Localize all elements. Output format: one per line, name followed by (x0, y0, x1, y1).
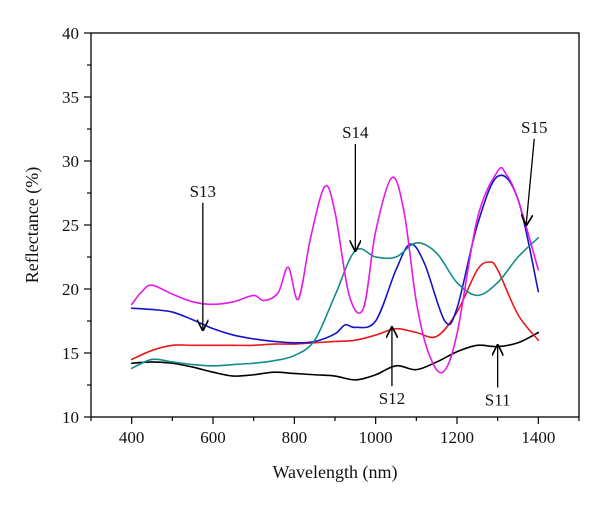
y-tick-label: 15 (62, 344, 79, 363)
x-tick-label: 1000 (359, 428, 393, 447)
plot-area-frame (90, 32, 580, 418)
y-tick-label: 30 (62, 152, 79, 171)
x-tick-label: 600 (200, 428, 226, 447)
x-tick-label: 1200 (440, 428, 474, 447)
y-tick-label: 10 (62, 408, 79, 427)
annotation-label-s15: S15 (521, 118, 547, 137)
series-line-s14 (130, 237, 540, 370)
series-line-s13 (130, 174, 540, 344)
annotation-label-s13: S13 (190, 182, 216, 201)
annotation-label-s11: S11 (485, 390, 511, 409)
annotation-label-s14: S14 (342, 123, 369, 142)
annotation-label-s12: S12 (379, 389, 405, 408)
x-tick-label: 1400 (521, 428, 555, 447)
y-tick-label: 40 (62, 24, 79, 43)
series-line-s11 (130, 331, 540, 381)
y-tick-label: 35 (62, 88, 79, 107)
series-line-s12 (130, 261, 540, 361)
x-axis-title: Wavelength (nm) (272, 462, 397, 483)
x-tick-label: 400 (119, 428, 145, 447)
annotation-arrow-s15 (526, 138, 535, 225)
y-axis-title: Reflectance (%) (22, 167, 43, 283)
series-line-s15 (130, 166, 540, 374)
y-tick-label: 20 (62, 280, 79, 299)
y-tick-label: 25 (62, 216, 79, 235)
x-tick-label: 800 (282, 428, 308, 447)
